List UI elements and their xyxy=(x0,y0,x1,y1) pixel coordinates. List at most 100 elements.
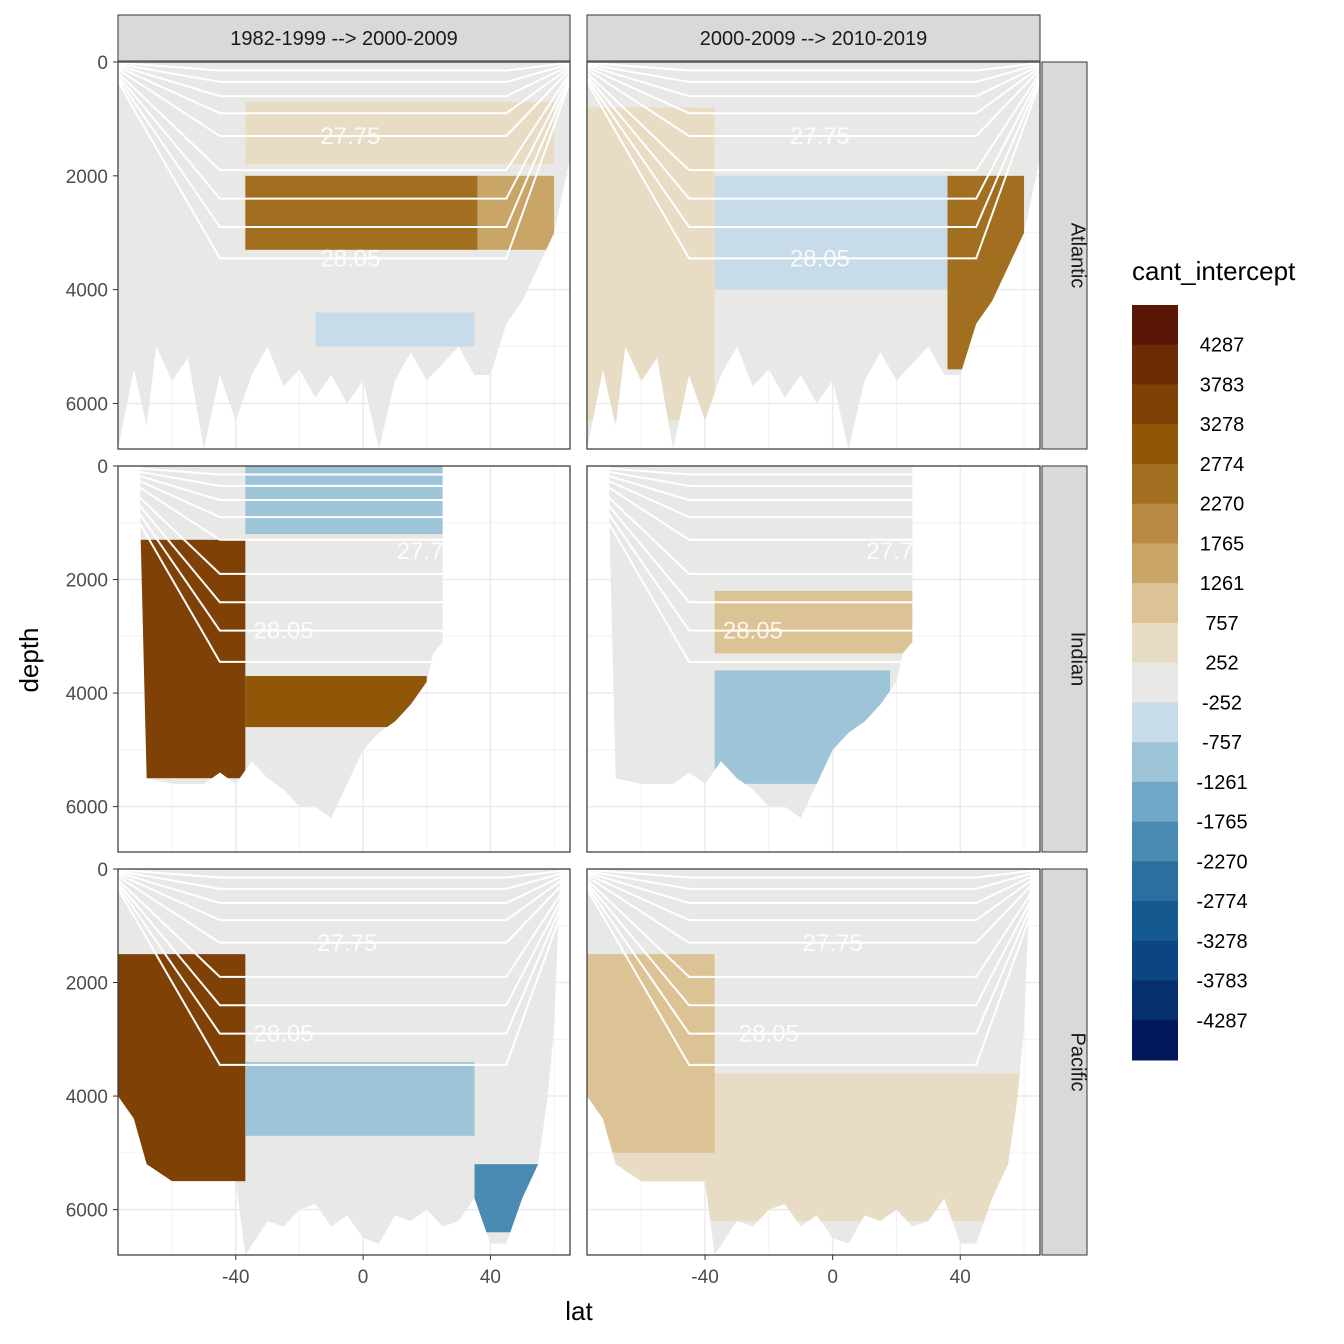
isopycnal-line xyxy=(587,881,1031,1007)
isopycnal-line xyxy=(140,467,443,487)
panel-border xyxy=(117,61,571,450)
contour-region xyxy=(714,175,948,290)
isopycnal-line xyxy=(118,869,561,879)
isopycnal-line xyxy=(587,66,1040,115)
panel-border xyxy=(586,61,1041,450)
legend-color-bin xyxy=(1132,344,1178,385)
y-tick-label: 6000 xyxy=(66,1201,108,1222)
y-tick-label: 2000 xyxy=(66,167,108,188)
isopycnal-line xyxy=(587,869,1031,879)
isopycnal-line xyxy=(609,467,913,487)
isopycnal-label: 27.75 xyxy=(397,538,457,565)
section-fill xyxy=(587,62,1040,449)
isopycnal-line xyxy=(587,871,1031,905)
legend-label: -757 xyxy=(1202,732,1242,754)
isopycnal-line xyxy=(118,870,561,890)
isopycnal-label: 28.05 xyxy=(320,245,380,272)
isopycnal-line xyxy=(118,64,570,98)
contour-region xyxy=(587,954,715,1153)
legend-color-bin xyxy=(1132,702,1178,743)
legend-label: 1261 xyxy=(1200,573,1245,595)
facet-strip-row xyxy=(1041,868,1088,1256)
legend-label: 1765 xyxy=(1200,533,1245,555)
facet-strip-column xyxy=(586,14,1041,62)
isopycnal-line xyxy=(118,879,561,978)
legend-label: -3783 xyxy=(1196,971,1247,993)
facet-strip-row xyxy=(1041,61,1088,450)
isopycnal-line xyxy=(587,884,1031,1035)
legend-label: 757 xyxy=(1205,613,1238,635)
legend-label: -3278 xyxy=(1196,931,1247,953)
isopycnal-line xyxy=(587,875,1031,944)
legend-color-bin xyxy=(1132,622,1178,664)
x-tick-label: 0 xyxy=(358,1267,369,1288)
legend-color-bin xyxy=(1132,742,1178,783)
facet-panel: 27.75 28.05 xyxy=(586,868,1041,1256)
x-tick-label: 40 xyxy=(480,1267,501,1288)
isopycnal-label: 28.05 xyxy=(253,1021,313,1048)
facet-label-row: Pacific xyxy=(1067,1033,1089,1092)
y-tick-label: 6000 xyxy=(66,394,108,415)
facet-label-column: 1982-1999 --> 2000-2009 xyxy=(230,28,457,50)
legend-color-bin xyxy=(1132,543,1178,584)
facet-label-row: Indian xyxy=(1067,632,1089,687)
isopycnal-line xyxy=(587,873,1031,922)
isopycnal-line xyxy=(587,72,1040,172)
isopycnal-line xyxy=(140,476,443,575)
legend-label: 3783 xyxy=(1200,374,1245,396)
y-axis-title: depth xyxy=(14,627,44,692)
facet-strip-row xyxy=(1041,465,1088,853)
isopycnal-label: 28.05 xyxy=(723,618,783,645)
legend-label: -1261 xyxy=(1196,772,1247,794)
isopycnal-label: 28.05 xyxy=(253,618,313,645)
contour-region xyxy=(245,1062,475,1136)
y-tick-label: 4000 xyxy=(66,684,108,705)
isopycnal-line xyxy=(587,81,1040,260)
y-tick-label: 4000 xyxy=(66,1087,108,1108)
isopycnal-line xyxy=(587,64,1040,98)
legend-label: 3278 xyxy=(1200,414,1245,436)
section-fill xyxy=(609,466,913,818)
isopycnal-line xyxy=(609,485,913,663)
isopycnal-line xyxy=(118,875,561,944)
isopycnal-line xyxy=(587,888,1031,1066)
isopycnal-label: 28.05 xyxy=(790,245,850,272)
legend-title: cant_intercept xyxy=(1132,256,1296,286)
isopycnal-line xyxy=(587,62,1040,72)
legend-color-bin xyxy=(1132,424,1178,465)
isopycnal-line xyxy=(140,470,443,519)
panel-border xyxy=(117,868,571,1256)
y-tick-label: 0 xyxy=(97,53,108,74)
contour-region xyxy=(245,175,478,250)
legend-color-bin xyxy=(1132,662,1178,703)
isopycnal-line xyxy=(140,485,443,663)
x-tick-label: -40 xyxy=(222,1267,249,1288)
panel-border xyxy=(586,465,1041,853)
legend-color-bin xyxy=(1132,1020,1178,1061)
legend-color-bin xyxy=(1132,861,1178,902)
contour-region xyxy=(477,175,555,250)
isopycnal-line xyxy=(118,888,561,1066)
isopycnal-line xyxy=(118,63,570,83)
panel-border xyxy=(117,465,571,853)
isopycnal-line xyxy=(140,472,443,541)
y-tick-label: 6000 xyxy=(66,798,108,819)
section-fill xyxy=(118,62,570,449)
y-tick-label: 2000 xyxy=(66,571,108,592)
x-tick-label: -40 xyxy=(691,1267,718,1288)
isopycnal-line xyxy=(609,470,913,519)
isopycnal-line xyxy=(118,873,561,922)
legend-label: -2270 xyxy=(1196,851,1247,873)
isopycnal-line xyxy=(609,468,913,502)
isopycnal-label: 27.75 xyxy=(317,930,377,957)
isopycnal-line xyxy=(587,77,1040,229)
isopycnal-line xyxy=(609,478,913,604)
legend-color-bin xyxy=(1132,384,1178,425)
legend-label: 2270 xyxy=(1200,494,1245,516)
legend-color-bin xyxy=(1132,583,1178,624)
facet-label-column: 2000-2009 --> 2010-2019 xyxy=(700,28,927,50)
isopycnal-line xyxy=(118,81,570,260)
legend-color-bin xyxy=(1132,781,1178,823)
y-tick-label: 0 xyxy=(97,457,108,478)
